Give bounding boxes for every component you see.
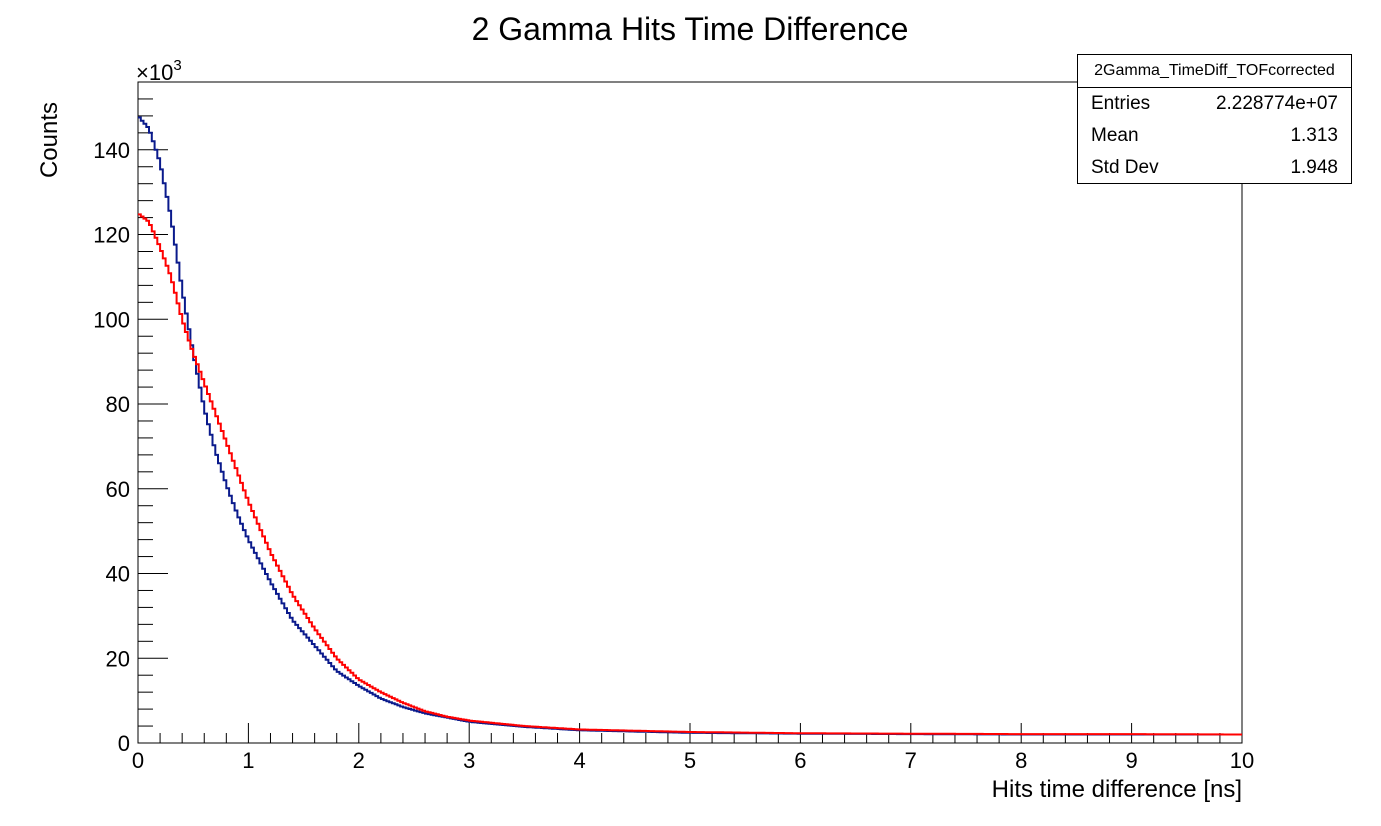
stats-label: Entries [1091,93,1151,114]
y-tick-label: 20 [106,646,130,671]
stats-row-stddev: Std Dev 1.948 [1078,152,1351,184]
stats-label: Mean [1091,125,1139,146]
x-axis-label: Hits time difference [ns] [992,776,1242,803]
stats-row-mean: Mean 1.313 [1078,120,1351,152]
x-tick-label: 9 [1125,748,1137,773]
stats-value: 1.948 [1290,157,1338,178]
x-tick-label: 2 [353,748,365,773]
y-multiplier: ×103 [136,57,182,85]
stats-label: Std Dev [1091,157,1159,178]
stats-value: 1.313 [1290,125,1338,146]
x-tick-label: 7 [905,748,917,773]
x-tick-label: 6 [794,748,806,773]
x-tick-label: 8 [1015,748,1027,773]
stats-header: 2Gamma_TimeDiff_TOFcorrected [1078,55,1351,88]
y-axis-label: Counts [36,102,63,178]
y-tick-label: 40 [106,562,130,587]
series-blue-line [138,116,1242,736]
y-tick-label: 100 [93,307,130,332]
stats-row-entries: Entries 2.228774e+07 [1078,88,1351,120]
y-tick-label: 140 [93,138,130,163]
y-tick-label: 0 [118,731,130,756]
y-tick-label: 60 [106,477,130,502]
x-tick-label: 5 [684,748,696,773]
series-red-line [138,213,1242,736]
x-tick-label: 4 [573,748,585,773]
chart-title: 2 Gamma Hits Time Difference [472,11,909,47]
stats-box: 2Gamma_TimeDiff_TOFcorrected Entries 2.2… [1077,54,1352,184]
x-tick-label: 0 [132,748,144,773]
x-tick-label: 3 [463,748,475,773]
stats-value: 2.228774e+07 [1215,93,1338,114]
x-tick-label: 1 [242,748,254,773]
x-tick-label: 10 [1230,748,1254,773]
y-tick-label: 80 [106,392,130,417]
y-tick-label: 120 [93,223,130,248]
